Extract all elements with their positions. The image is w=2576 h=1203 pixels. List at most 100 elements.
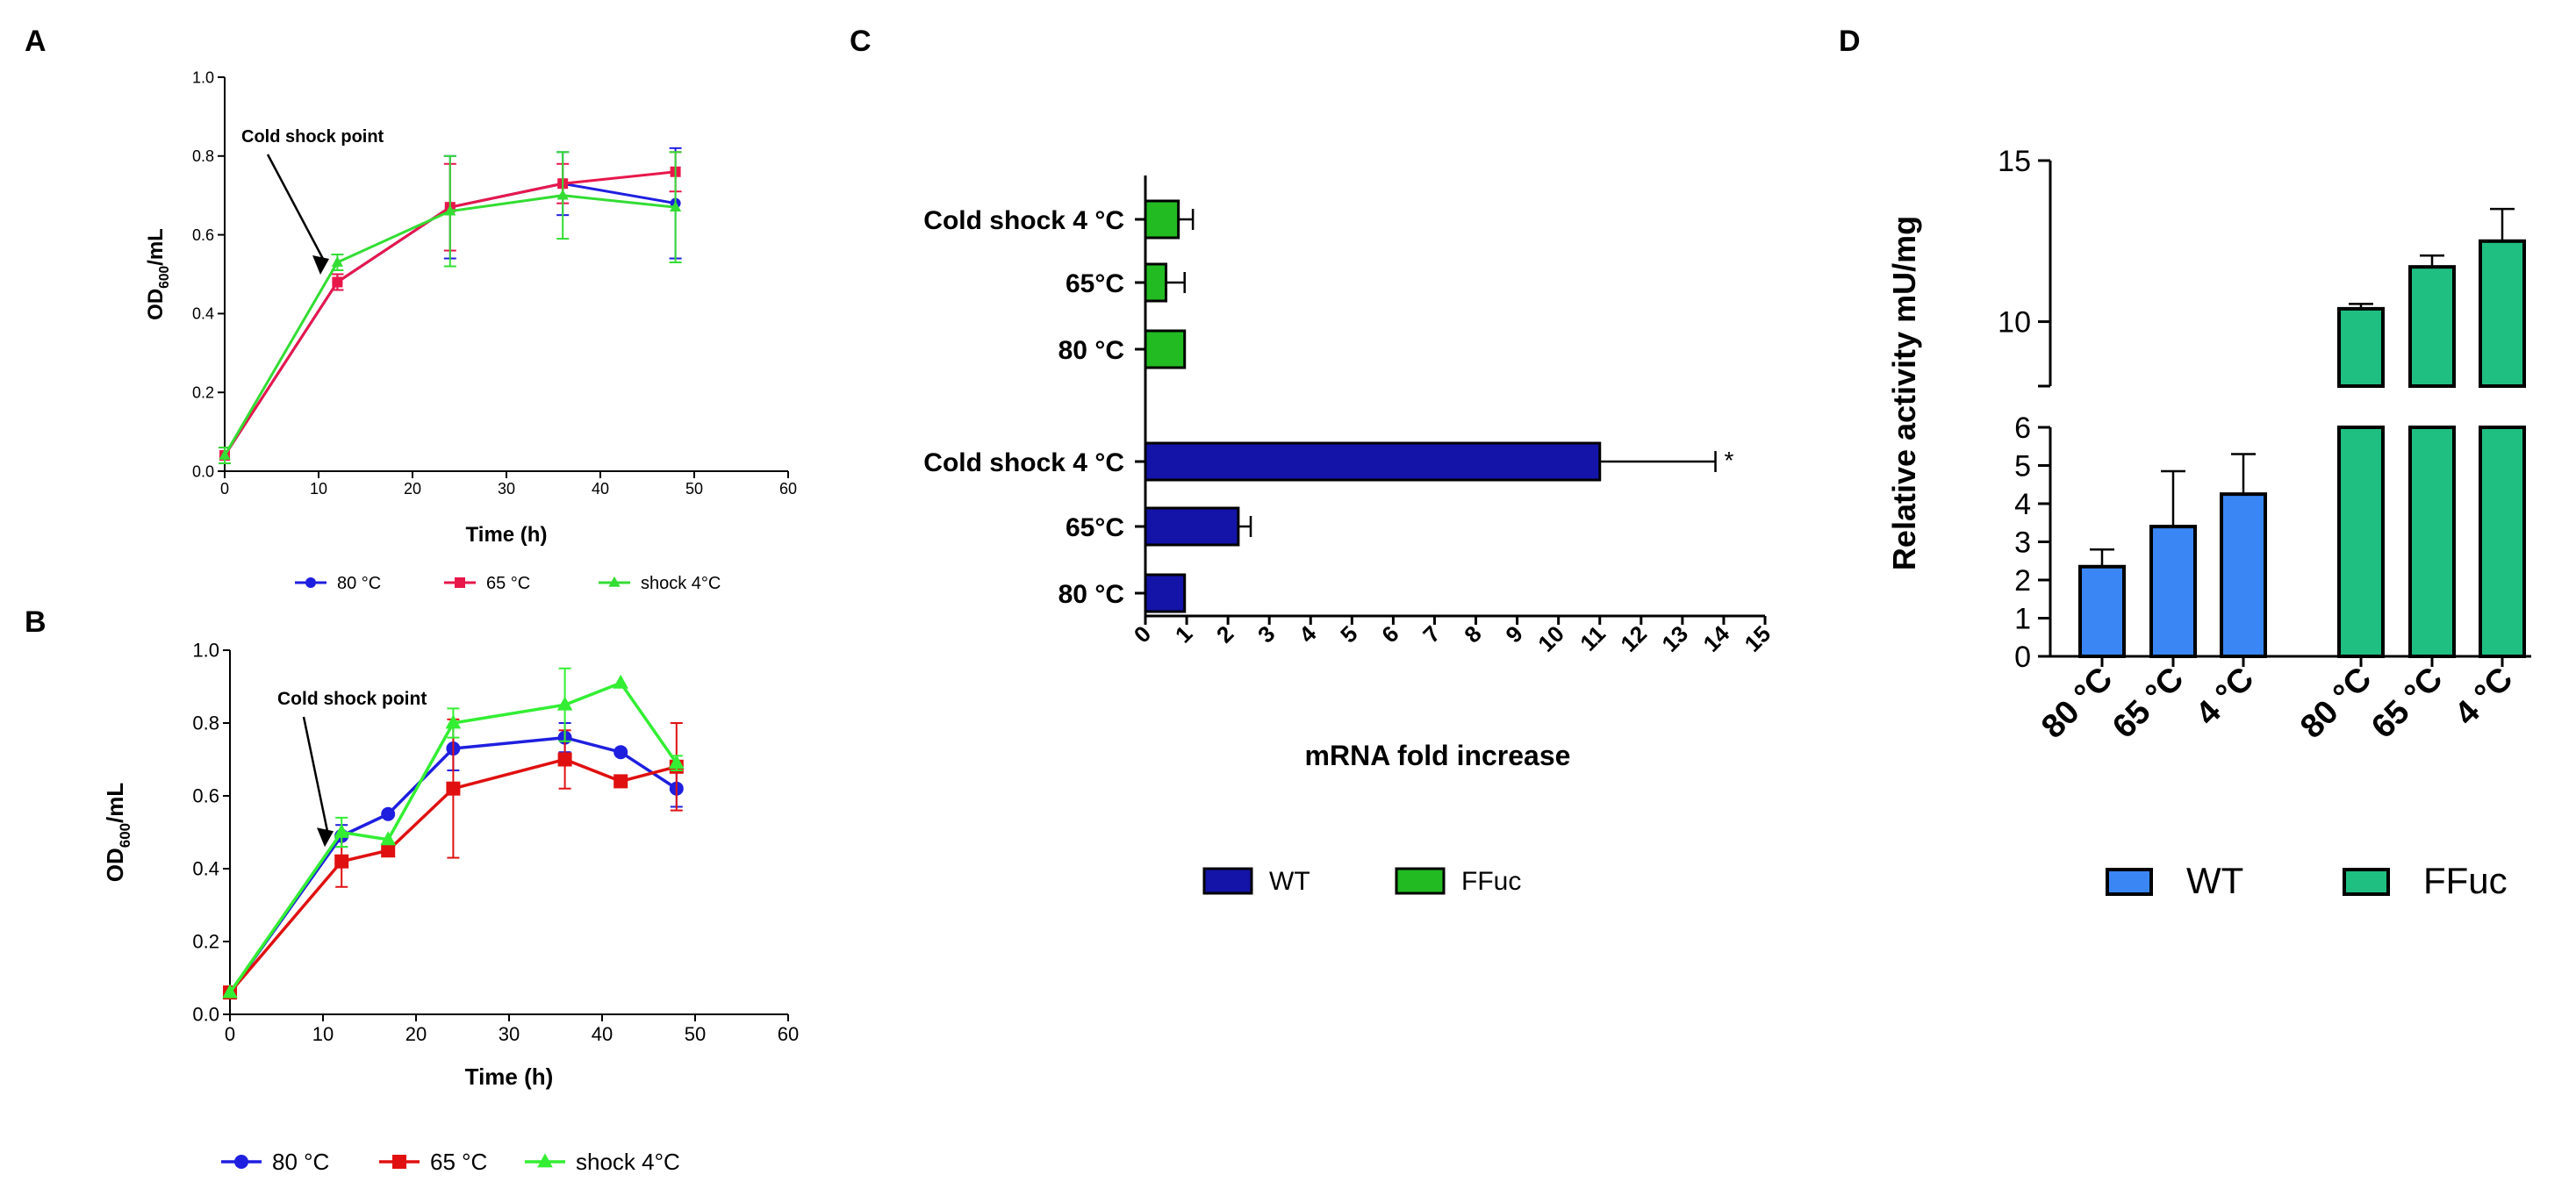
x-tick-label: 15 xyxy=(1740,620,1776,657)
data-point xyxy=(446,781,461,796)
x-tick-label: 40 xyxy=(592,480,609,498)
legend-label: 65 °C xyxy=(430,1149,487,1175)
data-point xyxy=(444,204,456,216)
category-label: 80 °C xyxy=(1058,336,1124,365)
x-tick-label: 9 xyxy=(1500,620,1527,648)
y-tick-label: 0.8 xyxy=(192,712,219,734)
x-tick-label: 65 °C xyxy=(2106,661,2191,746)
chart-b: 0 10 20 30 40 50 60 0.0 0.2 0.4 0.6 0.8 1.0 Time (h) O… xyxy=(102,640,799,1175)
x-tick-label: 7 xyxy=(1417,620,1445,648)
x-tick-label: 20 xyxy=(405,1023,427,1045)
x-tick-label: 5 xyxy=(1335,620,1362,648)
legend-label: FFuc xyxy=(1461,867,1521,896)
x-tick-label: 14 xyxy=(1698,620,1735,657)
bar xyxy=(1144,329,1187,369)
y-tick-label: 0.0 xyxy=(192,462,214,480)
chart-a: 0 10 20 30 40 50 60 0.0 0.2 0.4 0.6 0.8 1.0 Time (h) O… xyxy=(144,68,797,593)
legend-marker xyxy=(608,576,621,587)
bar xyxy=(1144,573,1187,613)
x-tick-label: 20 xyxy=(404,480,421,498)
data-point xyxy=(331,255,343,267)
x-tick-label: 8 xyxy=(1459,620,1486,648)
x-tick-label: 30 xyxy=(498,480,515,498)
x-tick-label: 3 xyxy=(1252,620,1280,648)
y-tick-label: 5 xyxy=(2014,450,2031,483)
x-tick-label: 80 °C xyxy=(2034,661,2120,746)
data-point xyxy=(219,448,231,460)
data-point xyxy=(670,200,682,211)
x-tick-label: 30 xyxy=(499,1023,520,1045)
x-tick-label: 50 xyxy=(685,1023,706,1045)
y-tick-label: 6 xyxy=(2014,412,2031,445)
legend-label: 65 °C xyxy=(486,574,530,593)
y-tick-label: 0.2 xyxy=(192,931,219,953)
bar xyxy=(1144,441,1602,482)
annotation-arrow-shaft xyxy=(266,154,325,260)
category-label: Cold shock 4 °C xyxy=(923,448,1124,477)
y-tick-label: 0.6 xyxy=(192,785,219,807)
x-tick-label: 12 xyxy=(1615,620,1652,657)
bar-lower-segment xyxy=(2337,426,2385,658)
legend-swatch xyxy=(2106,868,2153,896)
x-axis-title: Time (h) xyxy=(466,523,548,547)
legend-marker xyxy=(234,1155,248,1169)
legend-label: WT xyxy=(1269,867,1310,896)
y-tick-label: 10 xyxy=(1998,306,2031,340)
bar xyxy=(2078,564,2126,659)
y-tick-label: 0.6 xyxy=(192,226,214,244)
data-point xyxy=(381,806,396,821)
y-tick-label: 1.0 xyxy=(192,68,214,86)
legend-marker xyxy=(455,577,465,588)
legend-swatch xyxy=(2343,868,2390,896)
y-tick-label: 1 xyxy=(2014,603,2031,636)
bar-break-gap xyxy=(2478,388,2527,426)
y-tick-label: 2 xyxy=(2014,564,2031,598)
x-tick-label: 6 xyxy=(1376,620,1403,648)
x-tick-label: 0 xyxy=(220,480,229,498)
legend-label: 80 °C xyxy=(337,574,381,593)
y-tick-label: 0.8 xyxy=(192,147,214,165)
data-point xyxy=(556,696,573,711)
x-tick-label: 4 xyxy=(1294,620,1322,648)
category-label: Cold shock 4 °C xyxy=(923,206,1124,235)
annotation-arrow-head xyxy=(312,254,329,275)
x-tick-label: 1 xyxy=(1170,620,1197,648)
y-tick-label: 3 xyxy=(2014,526,2031,560)
x-tick-label: 65 °C xyxy=(2364,661,2450,746)
data-point xyxy=(381,843,396,858)
legend-marker xyxy=(537,1153,553,1168)
data-point xyxy=(222,984,238,999)
x-tick-label: 0 xyxy=(1129,620,1156,648)
category-label: 65°C xyxy=(1066,269,1124,298)
legend-swatch xyxy=(1202,867,1253,895)
y-tick-label: 0.0 xyxy=(192,1004,219,1026)
bar xyxy=(1144,199,1180,240)
legend-label: shock 4°C xyxy=(641,574,721,593)
y-tick-label: 0.4 xyxy=(192,305,214,323)
bar xyxy=(1144,506,1240,547)
x-tick-label: 10 xyxy=(312,1023,334,1045)
bar-upper-segment xyxy=(2337,306,2385,388)
annotation-label: Cold shock point xyxy=(241,127,384,147)
data-point xyxy=(332,276,343,288)
bar xyxy=(2220,492,2267,658)
legend-label: FFuc xyxy=(2423,860,2508,901)
x-tick-label: 2 xyxy=(1211,620,1238,648)
legend-label: 80 °C xyxy=(272,1149,329,1175)
y-tick-label: 0.2 xyxy=(192,384,214,402)
data-point xyxy=(445,714,462,729)
panel-label-c: C xyxy=(850,25,872,58)
x-tick-label: 50 xyxy=(685,480,703,498)
annotation-arrow-head xyxy=(317,827,334,848)
x-tick-label: 4 °C xyxy=(2189,661,2261,733)
bar-break-gap xyxy=(2407,388,2457,426)
x-tick-label: 13 xyxy=(1656,620,1693,657)
category-label: 65°C xyxy=(1066,513,1124,542)
x-tick-label: 60 xyxy=(778,1023,799,1045)
x-tick-label: 11 xyxy=(1575,620,1611,656)
legend-label: shock 4°C xyxy=(576,1149,680,1175)
x-tick-label: 60 xyxy=(779,480,797,498)
